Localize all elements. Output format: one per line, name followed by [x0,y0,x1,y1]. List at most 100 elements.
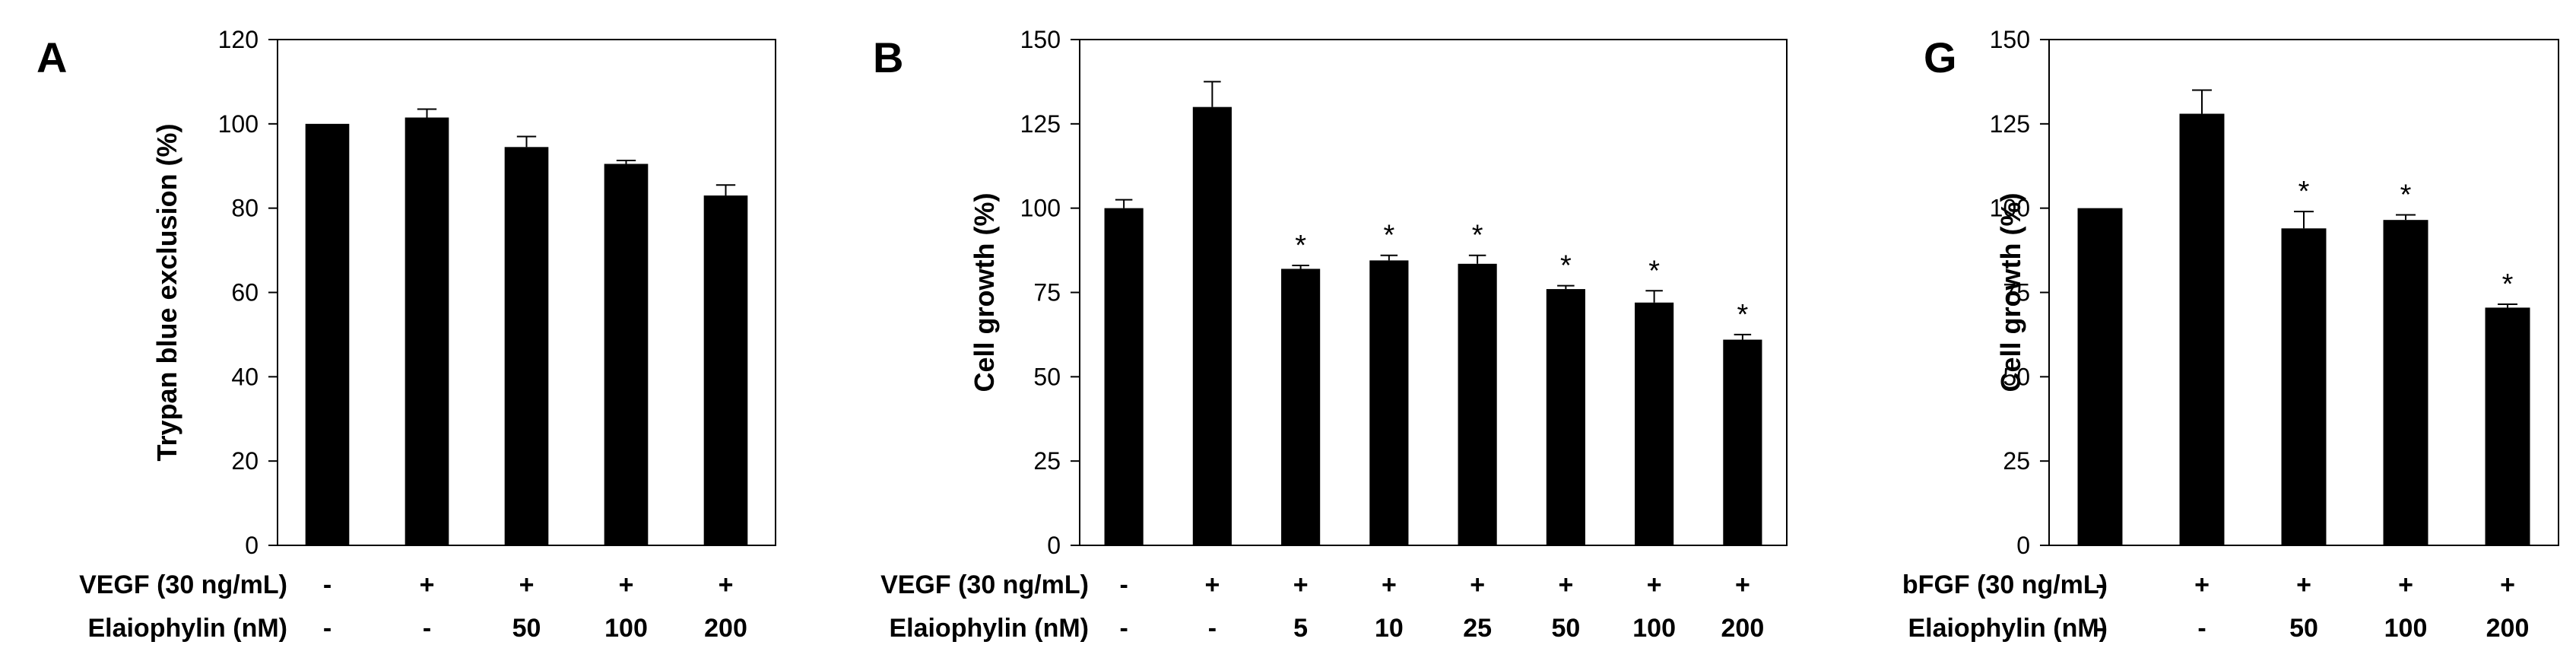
treatment-value: + [2296,570,2311,599]
panel-letter: B [873,33,903,81]
y-tick-label: 0 [1047,532,1061,559]
treatment-value: + [1293,570,1309,599]
dose-value: - [323,614,332,643]
dose-value: 200 [1721,614,1765,643]
treatment-value: + [519,570,535,599]
treatment-value: + [2398,570,2413,599]
bar [1104,208,1144,545]
panel-b: B 0 25 50 75 100 125 150 Cell growth (%) * * * * * * VE… [873,26,1788,643]
dose-value: - [1208,614,1217,643]
significance-marker: * [1295,230,1306,262]
y-tick-label: 100 [1020,195,1061,222]
bar [1192,106,1232,545]
y-tick-label: 60 [231,279,259,307]
panel-letter: A [36,33,67,81]
significance-marker: * [1383,220,1394,252]
treatment-value: - [2095,570,2104,599]
bar [1723,339,1762,545]
significance-marker: * [1560,250,1572,282]
bar [2281,228,2327,545]
treatment-value: + [2194,570,2210,599]
significance-marker: * [2400,180,2412,211]
treatment-value: + [2500,570,2515,599]
y-tick-label: 40 [231,363,259,390]
treatment-value: + [1204,570,1220,599]
y-tick-label: 25 [2003,447,2030,475]
dose-value: - [2095,614,2104,643]
y-tick-label: 50 [1033,363,1061,390]
panel-letter: G [1924,33,1957,81]
y-axis-label: Cell growth (%) [1995,193,2026,392]
y-tick-label: 0 [2016,532,2030,559]
y-axis-label: Trypan blue exclusion (%) [151,123,182,461]
dose-value: - [2197,614,2206,643]
bar [1635,302,1674,545]
y-tick-label: 80 [231,195,259,222]
y-tick-label: 0 [245,532,259,559]
bar [404,117,449,546]
treatment-label: VEGF (30 ng/mL) [79,570,287,599]
y-tick-label: 125 [1020,110,1061,138]
bar [2485,307,2530,545]
dose-label: Elaiophylin (nM) [1908,614,2108,643]
y-tick-label: 150 [1990,26,2030,53]
significance-marker: * [1472,220,1483,252]
treatment-value: + [719,570,734,599]
bar [305,123,350,546]
bar [2383,220,2428,545]
treatment-value: + [1558,570,1573,599]
treatment-value: - [323,570,332,599]
y-tick-label: 100 [218,110,259,138]
bar [703,195,748,545]
significance-marker: * [2298,176,2310,208]
dose-value: 50 [512,614,541,643]
y-tick-label: 150 [1020,26,1061,53]
y-tick-label: 75 [1033,279,1061,307]
bar [2077,208,2123,545]
significance-marker: * [2502,268,2514,300]
plot-frame [1079,39,1788,546]
significance-marker: * [1648,255,1660,287]
y-tick-label: 75 [2003,279,2030,307]
dose-value: 200 [2486,614,2530,643]
dose-value: - [423,614,431,643]
bar [1369,260,1409,545]
bar [2179,113,2225,546]
dose-value: 50 [1551,614,1580,643]
dose-value: 200 [704,614,747,643]
bar [1458,263,1497,545]
dose-value: 25 [1463,614,1492,643]
y-tick-label: 125 [1990,110,2030,138]
treatment-value: + [1735,570,1750,599]
treatment-value: + [420,570,435,599]
treatment-value: + [619,570,634,599]
dose-value: 5 [1293,614,1308,643]
panel-g: G 0 25 50 75 100 125 150 Cell growth (%) * * * bFGF … [1902,26,2559,643]
dose-value: - [1119,614,1128,643]
dose-label: Elaiophylin (nM) [87,614,287,643]
bar [1546,289,1585,545]
dose-value: 100 [1632,614,1676,643]
dose-label: Elaiophylin (nM) [889,614,1089,643]
bar [1281,268,1321,545]
y-axis-label: Cell growth (%) [969,193,1000,392]
y-tick-label: 120 [218,26,259,53]
dose-value: 100 [2384,614,2428,643]
treatment-value: + [1470,570,1485,599]
dose-value: 100 [604,614,648,643]
y-tick-label: 100 [1990,195,2030,222]
y-tick-label: 50 [2003,363,2030,390]
treatment-label: bFGF (30 ng/mL) [1902,570,2108,599]
y-tick-label: 25 [1033,447,1061,475]
bar [504,147,549,545]
treatment-value: + [1647,570,1662,599]
treatment-value: - [1119,570,1128,599]
treatment-label: VEGF (30 ng/mL) [880,570,1089,599]
y-tick-label: 20 [231,447,259,475]
dose-value: 10 [1375,614,1404,643]
significance-marker: * [1737,299,1748,331]
panel-a: A 0 20 40 60 80 100 120 Trypan blue exclusion (%… [36,26,776,643]
treatment-value: + [1382,570,1397,599]
bar [604,164,649,545]
